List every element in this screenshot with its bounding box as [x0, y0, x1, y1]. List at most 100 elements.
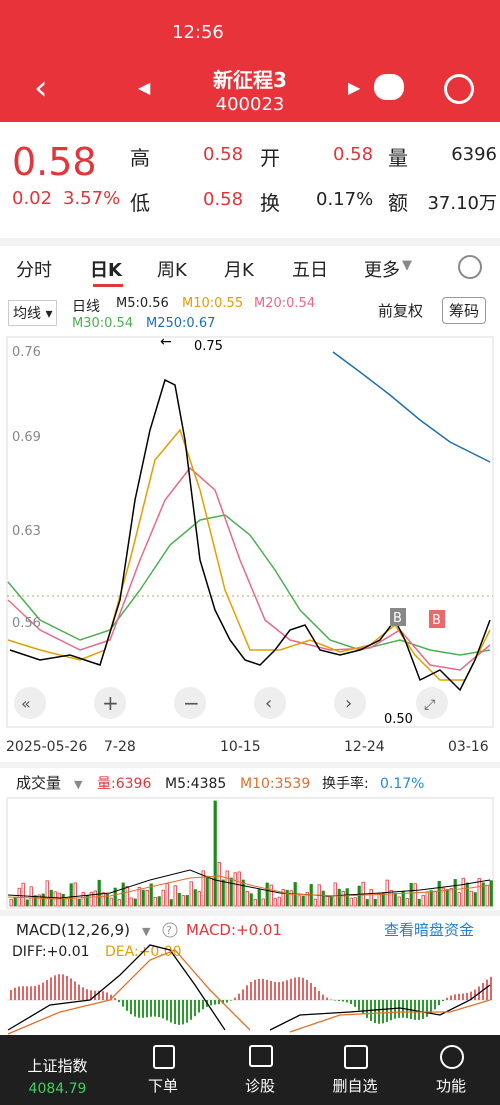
high-annotation: 0.75 — [194, 339, 223, 354]
tab[interactable]: 五日 — [292, 260, 328, 281]
volume-bar-decor — [201, 870, 205, 907]
date-tick: 10-15 — [220, 739, 261, 755]
marker: B — [432, 613, 441, 628]
vol-m10 — [7, 875, 491, 900]
help-icon[interactable] — [162, 922, 178, 938]
macd-bar-decor — [242, 989, 244, 1000]
volume-bar-decor — [173, 885, 177, 907]
volume-bar-decor — [161, 889, 165, 907]
control-button[interactable] — [174, 687, 206, 719]
volume-bar-decor — [177, 892, 181, 907]
price-tick: 0.56 — [12, 616, 41, 631]
control-button[interactable] — [14, 687, 46, 719]
nav-item[interactable]: 删自选 — [332, 1077, 378, 1095]
volume-bar-decor — [65, 898, 69, 907]
macd-bar-decor — [194, 1000, 196, 1017]
macd-bar-decor — [250, 982, 252, 1000]
volume-bar-decor — [277, 896, 281, 907]
volume-bar-decor — [13, 896, 17, 907]
macd-bar-decor — [346, 1000, 348, 1003]
volume-bar-decor — [341, 891, 345, 907]
volume-bar-decor — [329, 896, 333, 907]
darkpool-link[interactable]: 查看暗盘资金 — [384, 921, 474, 939]
volume-bar-decor — [405, 898, 409, 907]
volume-bar-decor — [57, 892, 61, 907]
tab[interactable]: 更多 — [364, 260, 400, 281]
adjust-button[interactable]: 前复权 — [378, 302, 424, 320]
m30-line — [7, 514, 491, 656]
price-tick: 0.69 — [12, 430, 41, 445]
ma-selector-text: 均线 — [13, 306, 41, 322]
volume-bar-decor — [321, 890, 325, 907]
macd-value: MACD:+0.01 — [186, 921, 282, 939]
next-stock[interactable]: ▶ — [348, 78, 361, 97]
macd-bar-decor — [386, 1000, 388, 1022]
control-icon: + — [102, 691, 119, 715]
field-label: 换 — [260, 191, 280, 215]
index-name[interactable]: 上证指数 — [27, 1057, 88, 1075]
field-label: 高 — [130, 146, 150, 170]
macd-bar-decor — [398, 1000, 400, 1018]
volume-bar-decor — [385, 879, 389, 907]
prev-stock[interactable]: ◀ — [138, 78, 151, 97]
ma-selector[interactable]: 均线 ▾ — [8, 300, 58, 326]
macd-bar-decor — [254, 979, 256, 1000]
control-button[interactable] — [254, 687, 286, 719]
volume-bar-decor — [313, 898, 317, 907]
macd-bar-decor — [342, 1000, 344, 1002]
volume-bar-decor — [193, 889, 197, 907]
tab[interactable]: 周K — [157, 260, 187, 281]
macd-bar-decor — [358, 1000, 360, 1011]
macd-bar-decor — [454, 994, 456, 1000]
macd-bar-decor — [158, 1000, 160, 1018]
robot-icon[interactable] — [374, 74, 404, 100]
macd-bar-decor — [202, 1000, 204, 1010]
macd-bar-decor — [326, 997, 328, 1000]
macd-bar-decor — [90, 990, 92, 1000]
macd-bar-decor — [462, 993, 464, 1000]
nav-item[interactable]: 功能 — [435, 1077, 466, 1095]
volume-bar-decor — [77, 898, 81, 907]
control-button[interactable] — [416, 687, 448, 719]
macd-bar-decor — [22, 986, 24, 1000]
control-icon: − — [183, 691, 200, 715]
volume-bar-decor — [477, 878, 481, 907]
field-label: 开 — [260, 146, 280, 170]
volume-bar-decor — [45, 880, 49, 907]
volume-bar-decor — [153, 897, 157, 907]
macd-bar-decor — [350, 1000, 352, 1005]
macd-bar-decor — [198, 1000, 200, 1013]
settings-icon[interactable] — [458, 255, 482, 279]
control-button[interactable] — [94, 687, 126, 719]
tab-active[interactable]: 日K — [90, 260, 122, 281]
back-button[interactable]: ‹ — [34, 68, 48, 108]
tab[interactable]: 月K — [224, 260, 254, 281]
macd-bar-decor — [486, 979, 488, 1000]
control-button[interactable] — [334, 687, 366, 719]
volume-bar-decor — [81, 892, 85, 907]
volume-bar-decor — [217, 862, 221, 907]
macd-bar-decor — [126, 1000, 128, 1011]
chips-button[interactable]: 筹码 — [442, 297, 487, 324]
macd-bar-decor — [394, 1000, 396, 1019]
volume-bar-decor — [169, 899, 173, 907]
volume-bar-decor — [249, 893, 253, 907]
vol-m5 — [7, 869, 491, 899]
main-frame — [6, 336, 494, 728]
macd-bar-decor — [306, 979, 308, 1000]
nav-item[interactable]: 诊股 — [244, 1077, 275, 1095]
macd-bar-decor — [38, 984, 40, 1000]
macd-bars — [10, 974, 492, 1025]
volume-bar-decor — [49, 889, 53, 907]
search-icon[interactable] — [444, 74, 474, 104]
macd-bar-decor — [354, 1000, 356, 1007]
volume-bar-decor — [389, 889, 393, 907]
nav-item[interactable]: 下单 — [147, 1077, 178, 1095]
macd-bar-decor — [310, 983, 312, 1000]
macd-bar-decor — [474, 989, 476, 1000]
macd-bar-decor — [214, 1000, 216, 1005]
macd-bar-decor — [294, 977, 296, 1000]
tab[interactable]: 分时 — [16, 260, 52, 281]
